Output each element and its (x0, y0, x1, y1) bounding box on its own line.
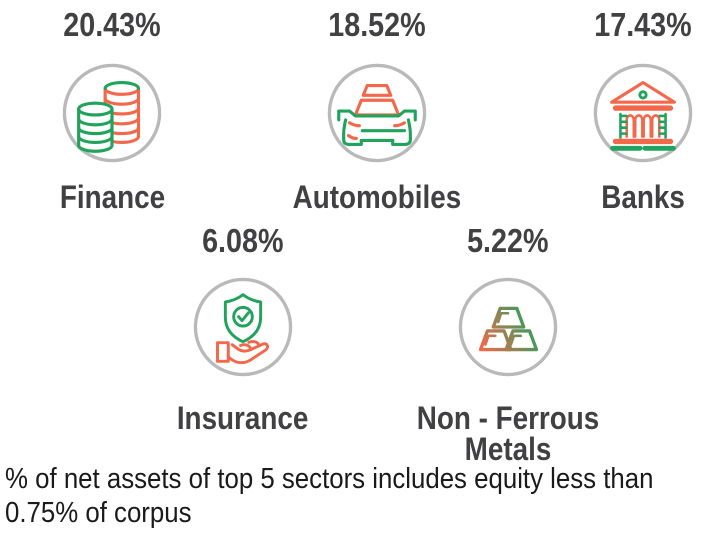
automobiles-label: Automobiles (292, 179, 462, 215)
automobiles-percentage: 18.52% (328, 6, 426, 43)
insurance-label: Insurance (177, 400, 309, 436)
footnote-line-2: 0.75% of corpus (5, 497, 192, 529)
sector-item-finance: 20.43% (0, 6, 232, 316)
sector-item-banks: 17.43% Banks (523, 6, 717, 316)
non-ferrous-metals-percentage: 5.22% (467, 222, 549, 259)
finance-percentage: 20.43% (63, 6, 161, 43)
footnote: % of net assets of top 5 sectors include… (5, 462, 708, 530)
car-icon (326, 62, 428, 164)
banks-percentage: 17.43% (594, 6, 692, 43)
sector-item-automobiles: 18.52% Automobiles (257, 6, 497, 316)
finance-label: Finance (59, 179, 165, 215)
non-ferrous-metals-label: Non - Ferrous Metals (416, 400, 600, 467)
insurance-percentage: 6.08% (202, 222, 284, 259)
sector-item-insurance: 6.08% Insurance (123, 222, 363, 532)
sector-item-non-ferrous-metals: 5.22% Non - Ferrous Metals (388, 222, 628, 532)
banks-label: Banks (601, 179, 685, 215)
gold-bars-icon (457, 276, 559, 378)
shield-hand-icon (192, 276, 294, 378)
bank-icon (592, 62, 694, 164)
footnote-line-1: % of net assets of top 5 sectors include… (5, 463, 654, 495)
coins-icon (61, 62, 163, 164)
